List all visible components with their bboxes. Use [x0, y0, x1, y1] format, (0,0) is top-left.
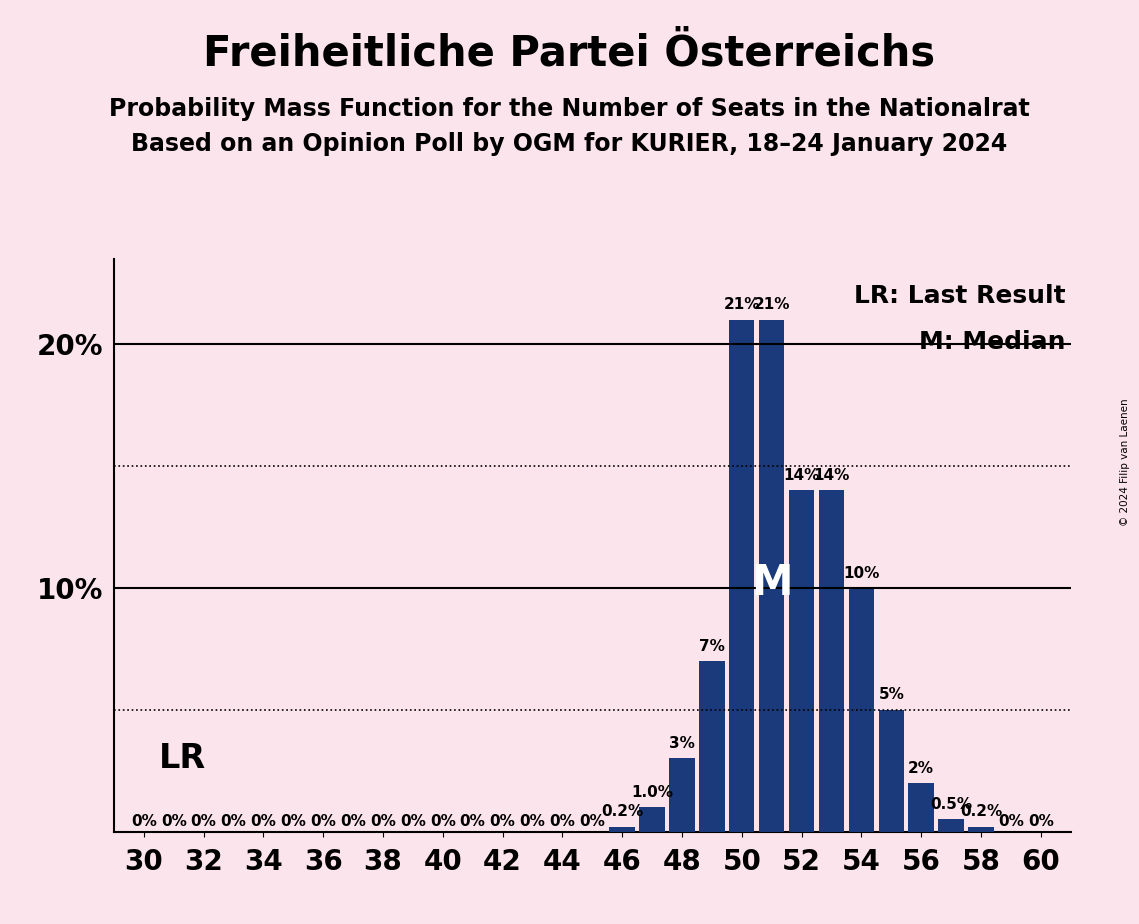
Text: 3%: 3%: [669, 736, 695, 751]
Text: 0%: 0%: [310, 814, 336, 829]
Text: 0%: 0%: [549, 814, 575, 829]
Text: 0.2%: 0.2%: [960, 805, 1002, 820]
Text: 0%: 0%: [429, 814, 456, 829]
Text: 5%: 5%: [878, 687, 904, 702]
Bar: [939, 820, 964, 832]
Bar: [878, 710, 904, 832]
Text: 0%: 0%: [251, 814, 277, 829]
Text: 0.5%: 0.5%: [931, 797, 972, 812]
Bar: [609, 827, 634, 832]
Text: 21%: 21%: [753, 298, 790, 312]
Text: 21%: 21%: [723, 298, 760, 312]
Text: LR: Last Result: LR: Last Result: [854, 285, 1066, 309]
Text: M: M: [751, 562, 793, 604]
Bar: [729, 320, 754, 832]
Text: Based on an Opinion Poll by OGM for KURIER, 18–24 January 2024: Based on an Opinion Poll by OGM for KURI…: [131, 132, 1008, 156]
Text: 0%: 0%: [280, 814, 306, 829]
Bar: [759, 320, 785, 832]
Bar: [819, 491, 844, 832]
Text: LR: LR: [158, 742, 206, 775]
Bar: [699, 661, 724, 832]
Bar: [968, 827, 993, 832]
Text: 14%: 14%: [813, 468, 850, 483]
Text: 0%: 0%: [460, 814, 485, 829]
Text: 1.0%: 1.0%: [631, 784, 673, 800]
Bar: [639, 808, 665, 832]
Text: Freiheitliche Partei Österreichs: Freiheitliche Partei Österreichs: [204, 32, 935, 74]
Bar: [909, 783, 934, 832]
Bar: [849, 588, 874, 832]
Text: © 2024 Filip van Laenen: © 2024 Filip van Laenen: [1120, 398, 1130, 526]
Text: 0%: 0%: [400, 814, 426, 829]
Text: 14%: 14%: [784, 468, 820, 483]
Text: 0%: 0%: [221, 814, 246, 829]
Text: 0%: 0%: [1027, 814, 1054, 829]
Text: 0%: 0%: [580, 814, 605, 829]
Text: 7%: 7%: [699, 638, 724, 653]
Text: Probability Mass Function for the Number of Seats in the Nationalrat: Probability Mass Function for the Number…: [109, 97, 1030, 121]
Text: 0%: 0%: [190, 814, 216, 829]
Text: 0%: 0%: [998, 814, 1024, 829]
Text: 2%: 2%: [908, 760, 934, 775]
Text: 0%: 0%: [490, 814, 516, 829]
Text: 0%: 0%: [341, 814, 366, 829]
Bar: [789, 491, 814, 832]
Text: M: Median: M: Median: [919, 331, 1066, 354]
Text: 0%: 0%: [161, 814, 187, 829]
Text: 0%: 0%: [370, 814, 396, 829]
Bar: [670, 759, 695, 832]
Text: 0%: 0%: [131, 814, 157, 829]
Text: 10%: 10%: [843, 565, 879, 580]
Text: 0%: 0%: [519, 814, 546, 829]
Text: 0.2%: 0.2%: [601, 805, 644, 820]
